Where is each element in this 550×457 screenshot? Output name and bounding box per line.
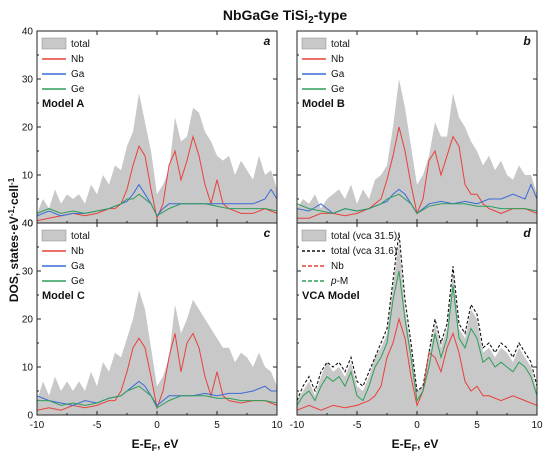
x-axis-title-left: E-EF, eV	[132, 437, 179, 453]
legend-label: total	[71, 39, 90, 50]
model-label-b: Model B	[302, 98, 345, 110]
legend-label: total (vca 31.6)	[331, 246, 397, 257]
x-tick-label: -5	[93, 420, 102, 431]
legend-label: Nb	[71, 246, 84, 257]
model-label-c: Model C	[42, 290, 85, 302]
legend-label: total (vca 31.5)	[331, 231, 397, 242]
plot-area-b	[297, 79, 537, 223]
legend-label: Ga	[71, 261, 85, 272]
panel-a: 0 10 20 30 40 a total Nb Ga Ge Model A	[22, 27, 278, 230]
y-tick-label: 40	[22, 219, 34, 230]
x-tick-label: 10	[531, 420, 543, 431]
panel-tag-c: c	[264, 226, 271, 240]
legend-label: p-M	[330, 276, 348, 287]
panel-d: -10 -5 0 5 10 d total (vca 31.5) total (vca 31.…	[290, 222, 543, 431]
legend-label: Nb	[331, 261, 344, 272]
panel-b: b total Nb Ga Ge Model B	[296, 30, 538, 224]
figure-title: NbGaGe TiSi2-type	[223, 7, 348, 26]
legend-swatch	[301, 229, 327, 242]
y-tick-label: 10	[22, 363, 34, 374]
series-ge-line-a	[37, 193, 277, 217]
series-nb-line-c	[37, 332, 277, 411]
legend-label: total	[331, 39, 350, 50]
legend-label: Ga	[331, 69, 345, 80]
y-tick-label: 10	[22, 171, 34, 182]
legend-label: Ge	[71, 276, 85, 287]
series-ge-line-b	[297, 193, 537, 215]
model-label-d: VCA Model	[302, 290, 360, 302]
y-tick-label: 40	[22, 27, 34, 38]
x-tick-label: 0	[154, 420, 160, 431]
panel-tag-d: d	[523, 226, 531, 240]
y-tick-label: 20	[22, 315, 34, 326]
panel-tag-b: b	[523, 34, 530, 48]
y-tick-label: 20	[22, 123, 34, 134]
legend-label: Ge	[71, 84, 85, 95]
series-total-area-b	[297, 79, 537, 223]
x-tick-label: 5	[214, 420, 220, 431]
plot-area-d	[297, 232, 537, 415]
panel-c: -10 -5 0 5 10 0 10 20 30 40 c total Nb Ga Ge Model C	[22, 219, 283, 432]
x-tick-label: 10	[271, 420, 283, 431]
y-axis-title: DOS, states·eV-1·cell-1	[7, 177, 21, 302]
series-total-area-a	[37, 93, 277, 223]
series-total-vca-31-6-line-d	[297, 232, 537, 401]
legend-swatch	[41, 37, 67, 50]
x-tick-label: -10	[290, 420, 305, 431]
y-tick-label: 30	[22, 75, 34, 86]
x-tick-label: 5	[474, 420, 480, 431]
y-tick-label: 30	[22, 267, 34, 278]
series-total-area-c	[37, 290, 277, 415]
legend-swatch	[41, 229, 67, 242]
y-tick-label: 0	[27, 411, 33, 422]
x-tick-label: -10	[30, 420, 45, 431]
panel-tag-a: a	[264, 34, 271, 48]
plot-area-a	[37, 93, 277, 223]
series-p-m-line-d	[297, 270, 537, 406]
legend-label: Nb	[331, 54, 344, 65]
x-axis-title-right: E-EF, eV	[392, 437, 439, 453]
legend-swatch	[301, 37, 327, 50]
x-tick-label: 0	[414, 420, 420, 431]
legend-label: Ga	[71, 69, 85, 80]
model-label-a: Model A	[42, 98, 84, 110]
plot-area-c	[37, 290, 277, 415]
x-tick-label: -5	[353, 420, 362, 431]
legend-label: Ge	[331, 84, 345, 95]
series-nb-line-b	[297, 126, 537, 219]
legend-label: Nb	[71, 54, 84, 65]
series-ge-line-c	[37, 385, 277, 409]
legend-label: total	[71, 231, 90, 242]
y-tick-label: 0	[27, 219, 33, 230]
series-total-vca-31-5-area-d	[297, 242, 537, 415]
